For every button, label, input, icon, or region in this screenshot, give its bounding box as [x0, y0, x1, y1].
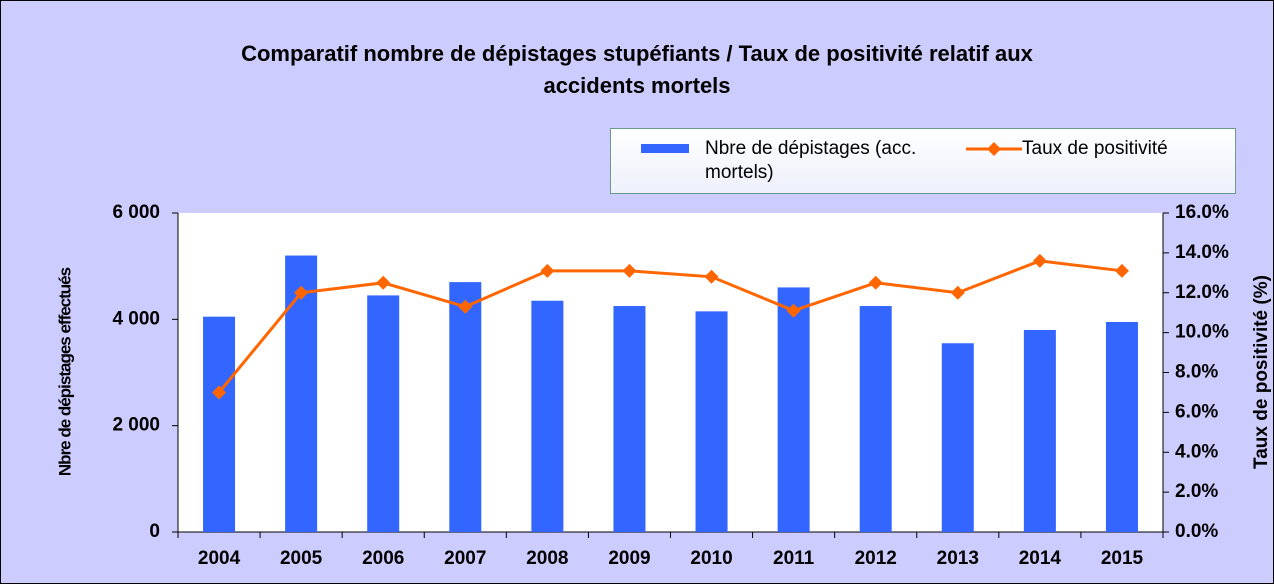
bar — [531, 300, 564, 532]
legend-label: Nbre de dépistages (acc. mortels) — [705, 138, 917, 183]
x-tick-label: 2010 — [690, 548, 732, 569]
bar — [449, 282, 482, 532]
y2-tick-label: 12.0% — [1175, 282, 1229, 303]
marker — [1114, 263, 1129, 278]
y2-tick-label: 16.0% — [1175, 202, 1229, 223]
bar — [695, 311, 728, 532]
bar — [941, 343, 974, 532]
y-tick-label: 4 000 — [112, 308, 160, 329]
plot-area — [178, 213, 1163, 532]
title-box: Comparatif nombre de dépistages stupéfia… — [241, 41, 1033, 98]
y-axis-title: Nbre de dépistages effectués — [55, 267, 74, 476]
x-tick-label: 2011 — [773, 548, 815, 569]
x-tick-label: 2005 — [280, 548, 323, 569]
marker — [868, 275, 883, 290]
y2-tick-label: 14.0% — [1175, 242, 1229, 263]
marker — [376, 275, 391, 290]
legend-bar — [641, 144, 689, 153]
y-tick-label: 0 — [149, 521, 160, 542]
bar — [777, 287, 810, 532]
marker — [950, 285, 965, 300]
y-tick-label: 6 000 — [112, 202, 160, 223]
y2-tick-label: 8.0% — [1175, 362, 1218, 383]
y2-axis-title: Taux de positivité (%) — [1251, 275, 1272, 469]
legend-marker — [987, 142, 1001, 156]
line — [217, 259, 1123, 394]
y-tick-label: 2 000 — [112, 415, 160, 436]
marker — [1032, 253, 1047, 268]
x-tick-label: 2006 — [362, 548, 404, 569]
y2-tick-label: 4.0% — [1175, 441, 1218, 462]
bar — [1023, 329, 1056, 532]
chart-title: Comparatif nombre de dépistages stupéfia… — [241, 41, 1033, 98]
x-tick-label: 2013 — [937, 548, 979, 569]
marker — [786, 303, 801, 318]
y2-tick-label: 6.0% — [1175, 401, 1218, 422]
marker — [294, 285, 309, 300]
x-tick-label: 2015 — [1101, 548, 1144, 569]
marker — [458, 299, 473, 314]
legend-item: Nbre de dépistages (acc. mortels) — [639, 137, 935, 185]
bar — [203, 316, 236, 532]
y2-tick-label: 0.0% — [1175, 521, 1218, 542]
x-tick-label: 2012 — [855, 548, 897, 569]
x-tick-label: 2004 — [198, 548, 241, 569]
bar — [1105, 321, 1138, 532]
bar — [285, 255, 318, 533]
y2-tick-label: 2.0% — [1175, 481, 1218, 502]
y2-tick-label: 10.0% — [1175, 322, 1229, 343]
legend-swatch — [641, 144, 689, 153]
legend-label: Taux de positivité — [1022, 138, 1168, 159]
x-tick-label: 2007 — [444, 548, 486, 569]
marker — [212, 385, 227, 400]
bar — [367, 295, 400, 532]
legend: Nbre de dépistages (acc. mortels) Taux de… — [610, 128, 1236, 194]
legend-swatch — [966, 142, 1022, 156]
bar — [613, 306, 646, 532]
legend-item: Taux de positivité — [966, 137, 1168, 161]
marker — [622, 263, 637, 278]
x-tick-label: 2008 — [526, 548, 568, 569]
marker — [704, 269, 719, 284]
bar — [859, 306, 892, 532]
x-tick-label: 2009 — [608, 548, 650, 569]
x-tick-label: 2014 — [1019, 548, 1062, 569]
marker — [540, 263, 555, 278]
